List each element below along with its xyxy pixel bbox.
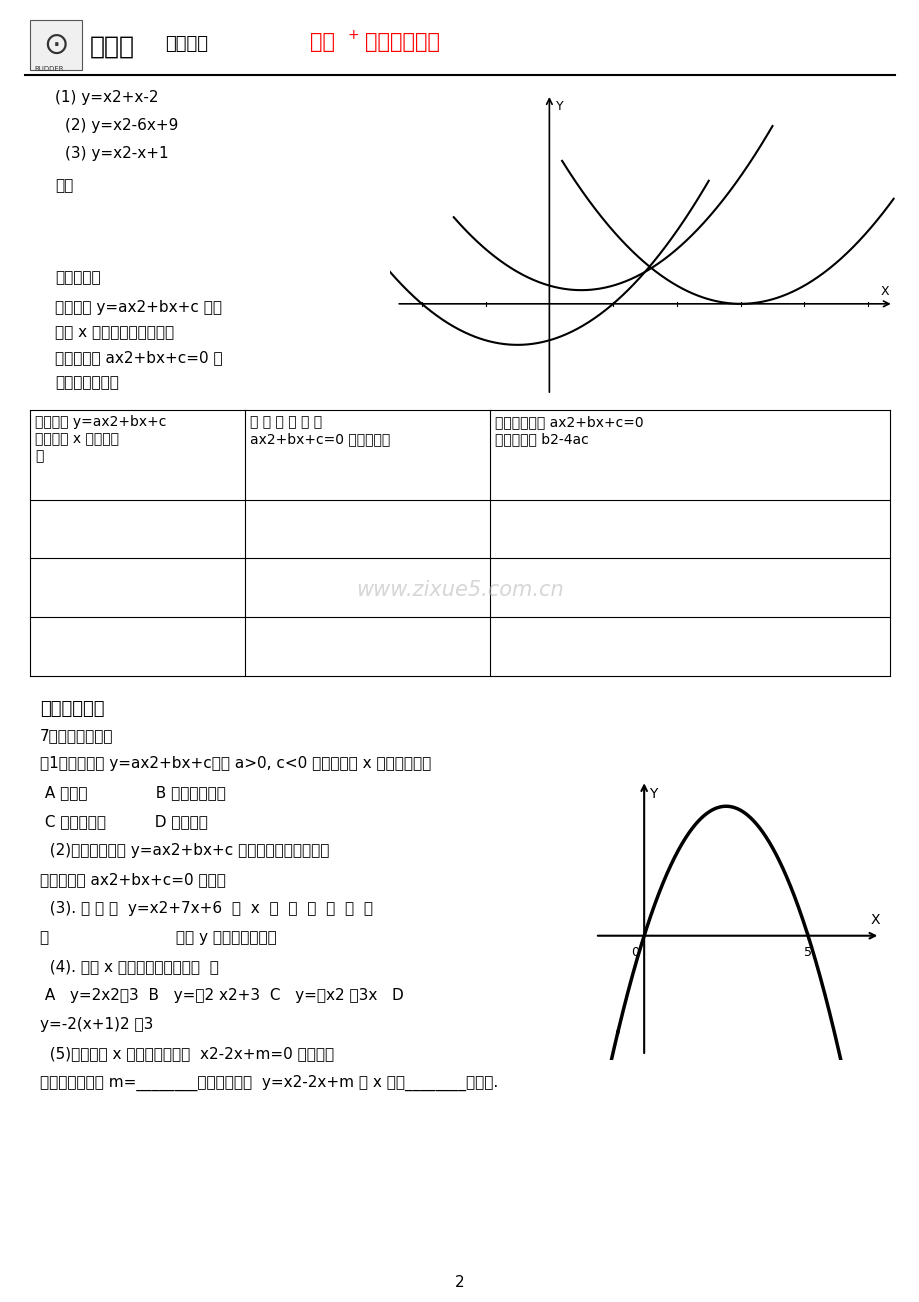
Text: (4). 不与 x 轴相交的抛物线是（  ）: (4). 不与 x 轴相交的抛物线是（ ）: [40, 960, 219, 974]
Text: y=-2(x+1)2 －3: y=-2(x+1)2 －3: [40, 1017, 153, 1032]
Text: （1）若抛物线 y=ax2+bx+c，当 a>0, c<0 时，图象与 x 轴交点情况是: （1）若抛物线 y=ax2+bx+c，当 a>0, c<0 时，图象与 x 轴交…: [40, 756, 431, 771]
Text: ax2+bx+c=0 的根的情况: ax2+bx+c=0 的根的情况: [250, 432, 390, 447]
Text: 一元二次方程 ax2+bx+c=0: 一元二次方程 ax2+bx+c=0: [494, 415, 643, 428]
Text: 一 元 二 次 方 程: 一 元 二 次 方 程: [250, 415, 322, 428]
Text: A 无交点              B 只有一个交点: A 无交点 B 只有一个交点: [40, 785, 226, 799]
Text: (2) y=x2-6x+9: (2) y=x2-6x+9: [65, 118, 178, 133]
Text: Y: Y: [649, 786, 657, 801]
Text: ⊙: ⊙: [43, 30, 69, 60]
Text: 5: 5: [803, 947, 811, 960]
Text: 解：: 解：: [55, 178, 74, 193]
Text: A   y=2x2－3  B   y=－2 x2+3  C   y=－x2 －3x   D: A y=2x2－3 B y=－2 x2+3 C y=－x2 －3x D: [40, 988, 403, 1003]
Text: RUDDER: RUDDER: [34, 66, 63, 72]
Text: 0: 0: [630, 947, 639, 960]
Text: 7、课堂巩固训练: 7、课堂巩固训练: [40, 728, 113, 743]
Text: 根有什么关系？: 根有什么关系？: [55, 375, 119, 391]
Text: www.zixue5.com.cn: www.zixue5.com.cn: [356, 579, 563, 600]
Text: 元二次方程 ax2+bx+c=0 的: 元二次方程 ax2+bx+c=0 的: [55, 350, 222, 365]
Text: 二次函数 y=ax2+bx+c 的图: 二次函数 y=ax2+bx+c 的图: [55, 299, 221, 315]
Text: 数: 数: [35, 449, 43, 464]
Text: (5)如果关于 x 的一元二次方程  x2-2x+m=0 有两个相: (5)如果关于 x 的一元二次方程 x2-2x+m=0 有两个相: [40, 1046, 334, 1061]
Text: (2)已知二次函数 y=ax2+bx+c 的图象如图所示，则一: (2)已知二次函数 y=ax2+bx+c 的图象如图所示，则一: [40, 842, 329, 858]
Text: 二次函数 y=ax2+bx+c: 二次函数 y=ax2+bx+c: [35, 415, 166, 428]
Text: 荣德基: 荣德基: [90, 35, 135, 59]
Text: 根的判别式 b2-4ac: 根的判别式 b2-4ac: [494, 432, 588, 447]
Text: +: +: [347, 29, 359, 42]
Bar: [30, 20, 82, 70]
Text: 创新教辅领跑: 创新教辅领跑: [365, 33, 439, 52]
Text: 等的实数根，则 m=________，此时抛物线  y=x2-2x+m 与 x 轴有________个交点.: 等的实数根，则 m=________，此时抛物线 y=x2-2x+m 与 x 轴…: [40, 1075, 498, 1091]
Text: (1) y=x2+x-2: (1) y=x2+x-2: [55, 90, 158, 105]
Text: C 有两个交点          D 不能确定: C 有两个交点 D 不能确定: [40, 814, 208, 829]
Text: 的图象和 x 轴交点个: 的图象和 x 轴交点个: [35, 432, 119, 447]
Text: 象和 x 轴交点的横坐标与一: 象和 x 轴交点的横坐标与一: [55, 326, 174, 340]
Text: 元二次方程 ax2+bx+c=0 的解是: 元二次方程 ax2+bx+c=0 的解是: [40, 872, 226, 887]
Text: 方法: 方法: [310, 33, 335, 52]
Text: (3) y=x2-x+1: (3) y=x2-x+1: [65, 146, 168, 161]
Text: 初中系列: 初中系列: [165, 35, 208, 53]
Text: X: X: [869, 914, 879, 927]
Text: 是                          ，与 y 轴的交点坐标是: 是 ，与 y 轴的交点坐标是: [40, 930, 277, 945]
Text: 三、反馈拓展: 三、反馈拓展: [40, 700, 105, 717]
Text: 归纳总结：: 归纳总结：: [55, 270, 100, 285]
Text: (3). 抛 物 线  y=x2+7x+6  与  x  轴  的  交  点  坐  标: (3). 抛 物 线 y=x2+7x+6 与 x 轴 的 交 点 坐 标: [40, 901, 372, 917]
Text: 2: 2: [455, 1275, 464, 1290]
Text: Y: Y: [555, 99, 562, 112]
Text: X: X: [879, 285, 889, 298]
